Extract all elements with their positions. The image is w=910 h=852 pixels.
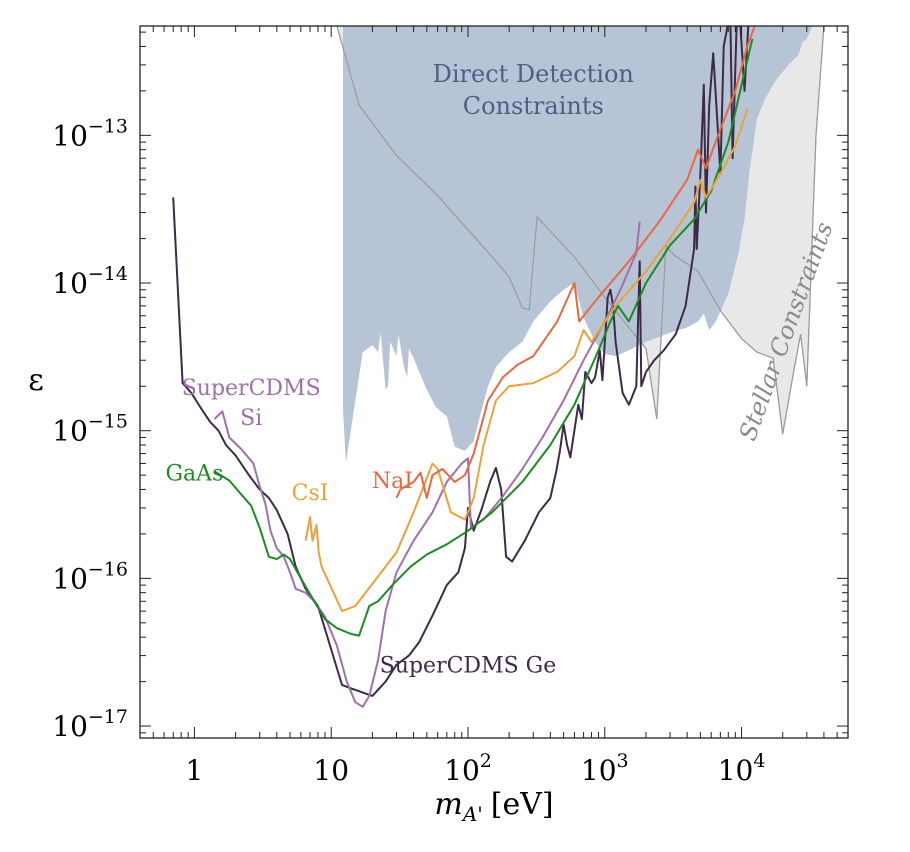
annotation-supercdms-ge: SuperCDMS Ge <box>380 654 557 679</box>
annotation-csi: CsI <box>292 481 329 506</box>
annotation-line: NaI <box>372 469 413 494</box>
x-tick-label: 104 <box>718 750 766 787</box>
y-tick-label: 10−15 <box>52 411 128 448</box>
annotation-line: GaAs <box>165 461 223 486</box>
y-tick-label: 10−14 <box>52 263 128 300</box>
x-tick-label-base: 1 <box>186 754 204 787</box>
stellar-constraints-boundary <box>336 26 825 435</box>
x-axis-title-unit: [eV] <box>491 787 554 822</box>
annotation-supercdms-si: SuperCDMS Si <box>182 376 321 431</box>
y-tick-label-exponent: −17 <box>88 706 128 728</box>
x-axis-title-main: m <box>434 787 462 822</box>
annotation-gaas: GaAs <box>165 461 223 486</box>
x-tick-label-exponent: 2 <box>480 750 492 772</box>
direct-detection-label: Direct Detection Constraints <box>433 60 634 120</box>
annotation-line: CsI <box>292 481 329 506</box>
y-tick-label: 10−13 <box>52 115 128 152</box>
x-tick-label: 103 <box>581 750 629 787</box>
annotation-line: SuperCDMS <box>182 376 321 401</box>
data-series <box>172 26 756 708</box>
x-tick-label: 102 <box>444 750 492 787</box>
y-tick-label-base: 10 <box>52 562 88 595</box>
series-nai <box>395 26 756 499</box>
annotation-line: Si <box>240 406 262 431</box>
x-tick-label: 10 <box>313 754 349 787</box>
y-tick-label-base: 10 <box>52 267 88 300</box>
direct-detection-label-line: Direct Detection <box>433 60 634 88</box>
y-tick-label-base: 10 <box>52 710 88 743</box>
x-tick-label: 1 <box>186 754 204 787</box>
direct-detection-constraints-region <box>343 26 813 464</box>
x-tick-label-base: 10 <box>718 754 754 787</box>
y-tick-label-base: 10 <box>52 119 88 152</box>
y-tick-label: 10−16 <box>52 558 128 595</box>
series-supercdms-si <box>213 221 641 708</box>
series-csi <box>304 108 749 613</box>
y-tick-label-exponent: −14 <box>88 263 128 285</box>
x-axis-title-subscript: A' <box>461 802 483 826</box>
series-gaas <box>213 38 754 637</box>
plot-frame <box>139 25 849 739</box>
x-tick-label-exponent: 3 <box>617 750 629 772</box>
y-tick-label-base: 10 <box>52 415 88 448</box>
y-tick-label-exponent: −13 <box>88 115 128 137</box>
y-axis-title: ε <box>28 363 44 398</box>
x-tick-label-base: 10 <box>313 754 349 787</box>
y-tick-label: 10−17 <box>52 706 128 743</box>
x-axis-title: mA' [eV] <box>434 787 553 826</box>
direct-detection-label-line: Constraints <box>463 92 604 120</box>
annotation-nai: NaI <box>372 469 413 494</box>
annotation-line: SuperCDMS Ge <box>380 654 557 679</box>
x-tick-label-exponent: 4 <box>753 750 765 772</box>
x-tick-label-base: 10 <box>581 754 617 787</box>
y-tick-label-exponent: −15 <box>88 411 128 433</box>
y-tick-label-exponent: −16 <box>88 558 128 580</box>
x-tick-label-base: 10 <box>444 754 480 787</box>
